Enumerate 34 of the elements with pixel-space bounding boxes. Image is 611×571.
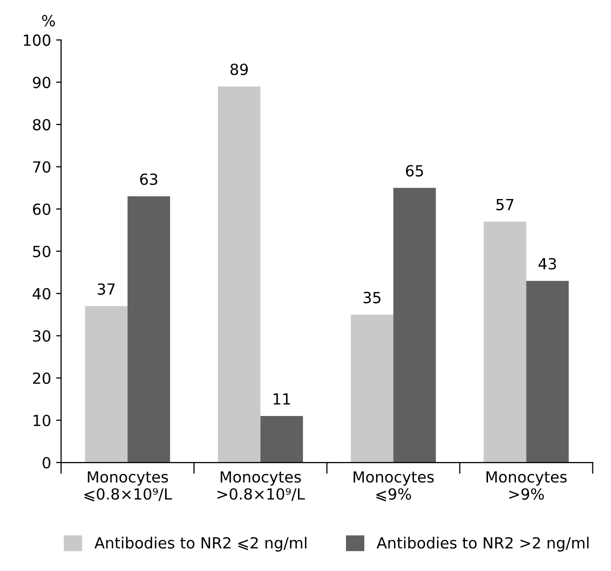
data-label: 11 — [274, 393, 290, 405]
y-tick-label: 90 — [32, 76, 50, 88]
bar — [350, 314, 394, 463]
bar — [85, 306, 128, 463]
y-tick-label: 70 — [33, 161, 50, 173]
legend-label: Antibodies to NR2 ⩽2 ng/ml — [94, 536, 306, 552]
x-tick-label: Monocytes ⩽9% — [354, 471, 434, 502]
y-tick-label: 60 — [33, 203, 50, 216]
y-tick-label: 50 — [33, 246, 50, 258]
y-axis-title: % — [42, 14, 55, 26]
data-label: 63 — [140, 173, 158, 186]
x-tick-label: Monocytes >9% — [486, 471, 567, 500]
y-tick-label: 80 — [32, 118, 50, 130]
bar — [218, 86, 260, 463]
bar — [526, 280, 569, 463]
y-tick-label: 100 — [24, 34, 50, 46]
data-label: 65 — [406, 165, 423, 177]
x-tick-label: Monocytes >0.8×10⁹/L — [217, 471, 305, 501]
y-tick-label: 30 — [33, 330, 50, 342]
bar — [128, 196, 170, 463]
bar — [260, 416, 303, 463]
data-label: 35 — [364, 292, 380, 304]
data-label: 89 — [230, 64, 248, 76]
data-label: 57 — [496, 199, 514, 210]
legend-label: Antibodies to NR2 >2 ng/ml — [376, 536, 589, 552]
y-tick-label: 10 — [34, 414, 50, 426]
y-tick-label: 20 — [33, 372, 50, 384]
data-label: 43 — [538, 258, 556, 270]
x-tick-label: Monocytes ⩽0.8×10⁹/L — [84, 471, 172, 502]
bar — [393, 188, 436, 463]
y-tick-label: 0 — [42, 456, 50, 469]
bar — [484, 222, 526, 463]
y-tick-label: 40 — [32, 288, 50, 300]
data-label: 37 — [98, 283, 115, 295]
